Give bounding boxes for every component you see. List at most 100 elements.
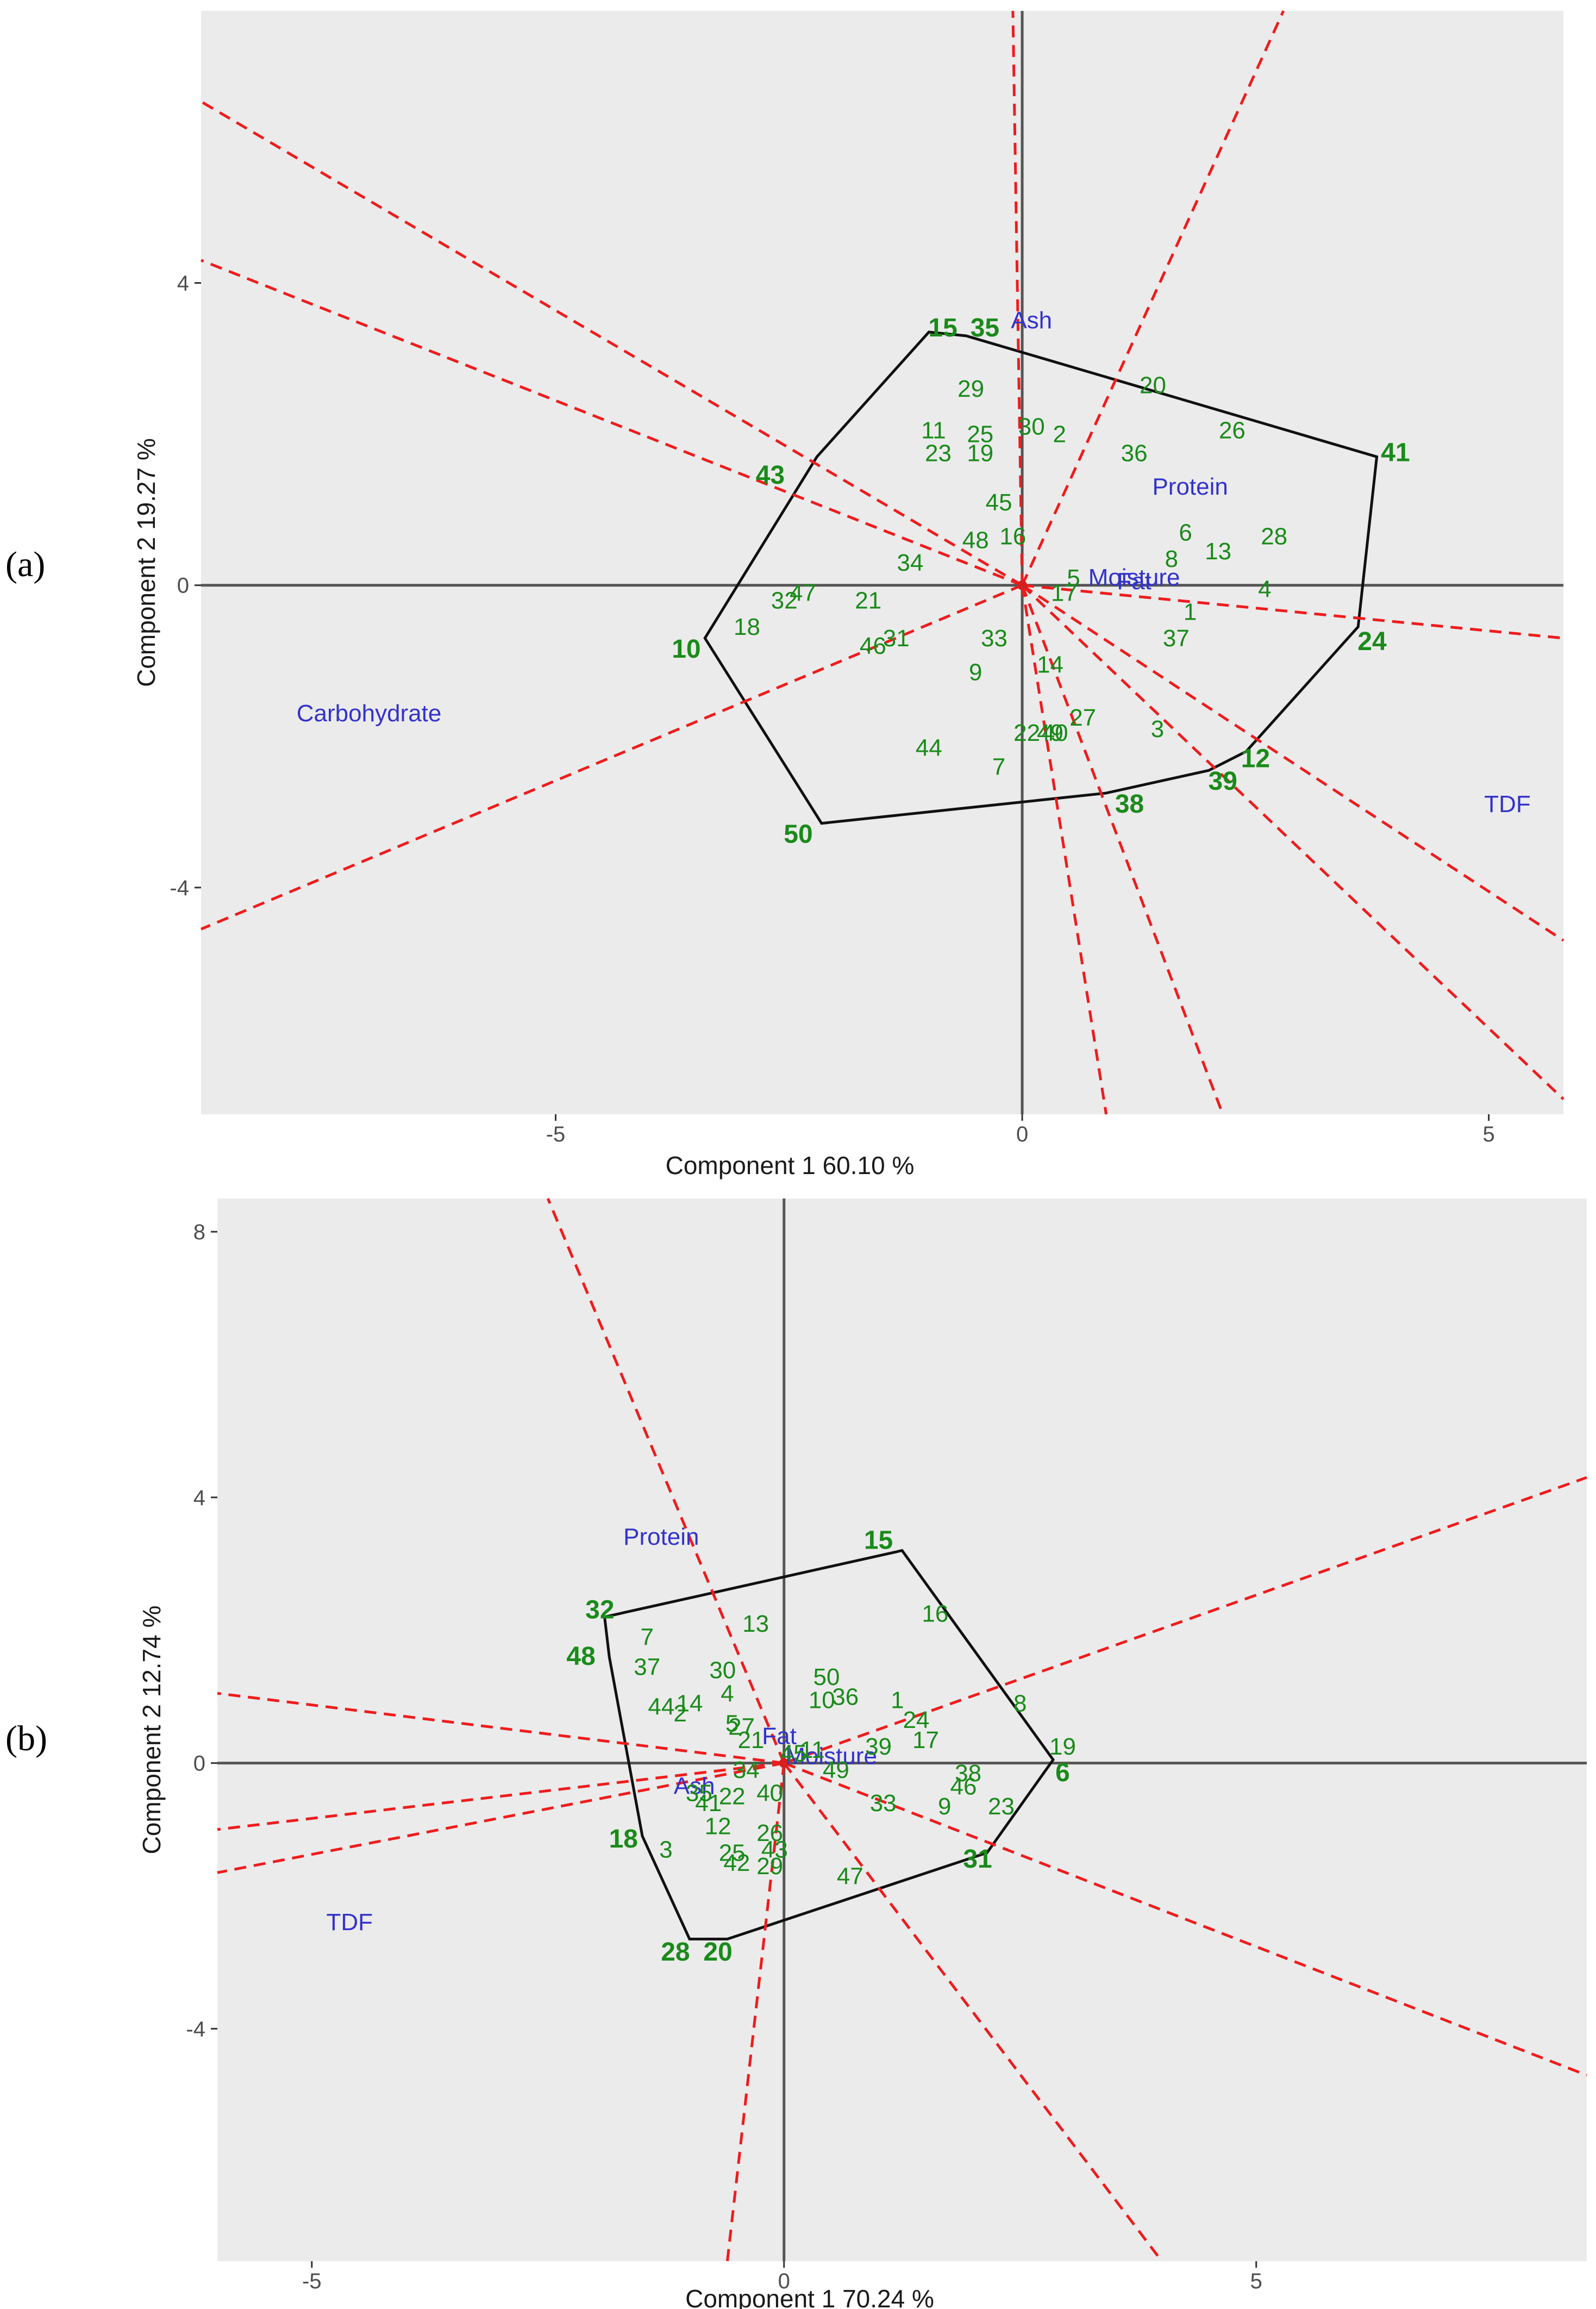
genotype-label-a: 16 — [999, 523, 1026, 550]
origin-point-a — [1017, 580, 1028, 590]
plot-background-a — [201, 11, 1563, 1114]
trait-label-b: Moisture — [785, 1743, 877, 1769]
genotype-label-a: 4 — [1258, 576, 1271, 603]
genotype-label-a: 47 — [790, 580, 816, 607]
sector-ray-a — [200, 100, 1023, 586]
genotype-label-b: 29 — [756, 1853, 783, 1880]
genotype-label-b: 9 — [938, 1793, 951, 1820]
genotype-label-a: 21 — [855, 588, 881, 614]
genotype-label-a: 20 — [1140, 372, 1166, 398]
sector-ray-a — [1021, 585, 1108, 1115]
genotype-label-b: 35 — [686, 1780, 712, 1807]
genotype-label-a: 45 — [986, 489, 1012, 516]
sector-ray-a — [1021, 584, 1564, 1101]
genotype-label-b: 46 — [950, 1773, 977, 1800]
y-tick-label-b: 4 — [193, 1486, 205, 1510]
genotype-label-b: 45 — [780, 1740, 807, 1767]
x-axis-title-b: Component 1 70.24 % — [685, 2285, 934, 2309]
panel-a-letter: (a) — [5, 545, 45, 584]
genotype-label-a: 39 — [1209, 767, 1237, 796]
genotype-label-b: 24 — [903, 1707, 930, 1733]
genotype-label-b: 33 — [870, 1790, 897, 1817]
genotype-label-a: 43 — [756, 461, 785, 490]
panel-b-biplot: -5 0 5-4048ProteinFatMoistureAshTDF1234567… — [137, 1198, 1587, 2309]
genotype-label-b: 6 — [1055, 1758, 1070, 1787]
genotype-label-a: 5 — [1067, 565, 1080, 591]
genotype-label-b: 40 — [756, 1780, 783, 1807]
sector-ray-b — [546, 1198, 786, 1764]
genotype-label-b: 36 — [832, 1683, 859, 1710]
genotype-label-a: 3 — [1151, 716, 1164, 742]
sector-ray-b — [217, 1762, 785, 1874]
genotype-label-a: 36 — [1121, 440, 1148, 466]
genotype-label-b: 17 — [912, 1727, 939, 1753]
genotype-label-a: 17 — [1051, 580, 1078, 607]
x-tick-label-a: -5 — [546, 1122, 566, 1146]
y-tick-label-b: -4 — [186, 2017, 205, 2041]
genotype-label-a: 18 — [734, 614, 760, 640]
genotype-label-a: 1 — [1184, 598, 1197, 625]
genotype-label-b: 42 — [723, 1850, 750, 1876]
genotype-label-b: 31 — [963, 1845, 992, 1874]
trait-label-a: Protein — [1152, 473, 1228, 500]
genotype-label-b: 26 — [756, 1820, 783, 1846]
genotype-label-a: 10 — [672, 635, 700, 664]
y-axis-title-b: Component 2 12.74 % — [137, 1606, 166, 1855]
genotype-label-b: 19 — [1049, 1733, 1076, 1760]
genotype-label-b: 27 — [728, 1713, 755, 1740]
genotype-label-a: 22 — [1013, 720, 1040, 746]
genotype-label-a: 38 — [1115, 790, 1144, 819]
genotype-label-b: 11 — [800, 1737, 825, 1763]
genotype-label-b: 30 — [709, 1657, 736, 1684]
x-tick-label-a: 5 — [1483, 1122, 1495, 1146]
genotype-label-b: 21 — [737, 1727, 764, 1753]
genotype-label-a: 6 — [1179, 519, 1192, 546]
panel-b-letter: (b) — [5, 1719, 47, 1758]
trait-label-b: Protein — [623, 1524, 699, 1550]
genotype-label-b: 44 — [648, 1694, 674, 1720]
genotype-label-a: 41 — [1381, 438, 1410, 467]
genotype-label-b: 43 — [761, 1836, 788, 1863]
genotype-label-b: 22 — [719, 1783, 746, 1810]
genotype-label-a: 12 — [1241, 745, 1270, 773]
trait-label-b: TDF — [327, 1909, 373, 1936]
y-tick-label-a: -4 — [170, 876, 189, 900]
genotype-label-a: 2 — [1053, 421, 1066, 448]
sector-ray-a — [1021, 10, 1285, 586]
trait-label-a: TDF — [1484, 791, 1531, 817]
genotype-label-a: 49 — [1037, 720, 1063, 746]
genotype-label-b: 14 — [676, 1690, 703, 1717]
genotype-label-b: 34 — [733, 1757, 760, 1783]
x-tick-label-b: -5 — [302, 2269, 322, 2293]
genotype-label-a: 31 — [883, 625, 910, 652]
sector-ray-a — [1011, 10, 1024, 585]
genotype-label-a: 44 — [916, 735, 942, 762]
genotype-label-b: 13 — [742, 1611, 769, 1637]
genotype-label-b: 1 — [891, 1687, 904, 1714]
genotype-label-b: 10 — [809, 1687, 835, 1714]
trait-label-b: Fat — [762, 1723, 797, 1750]
genotype-label-b: 41 — [695, 1790, 722, 1817]
genotype-label-b: 2 — [673, 1700, 686, 1727]
genotype-label-a: 19 — [967, 440, 993, 466]
sector-ray-a — [1021, 584, 1224, 1115]
genotype-label-b: 3 — [659, 1836, 672, 1863]
convex-hull-polygon-b — [603, 1549, 1055, 1940]
genotype-label-b: 18 — [609, 1825, 638, 1854]
genotype-label-b: 25 — [719, 1840, 746, 1867]
y-tick-label-b: 0 — [193, 1752, 205, 1776]
genotype-label-a: 50 — [784, 820, 812, 849]
genotype-label-b: 32 — [585, 1596, 614, 1625]
x-tick-label-b: 5 — [1250, 2269, 1262, 2293]
genotype-label-b: 15 — [864, 1526, 893, 1555]
genotype-label-b: 5 — [725, 1710, 738, 1737]
genotype-label-b: 50 — [813, 1664, 840, 1690]
x-tick-label-b: 0 — [778, 2269, 790, 2293]
genotype-label-a: 48 — [962, 527, 989, 553]
x-axis-title-a: Component 1 60.10 % — [666, 1151, 915, 1180]
genotype-label-a: 34 — [897, 550, 924, 576]
genotype-label-b: 7 — [641, 1624, 654, 1650]
genotype-label-a: 30 — [1018, 414, 1045, 440]
